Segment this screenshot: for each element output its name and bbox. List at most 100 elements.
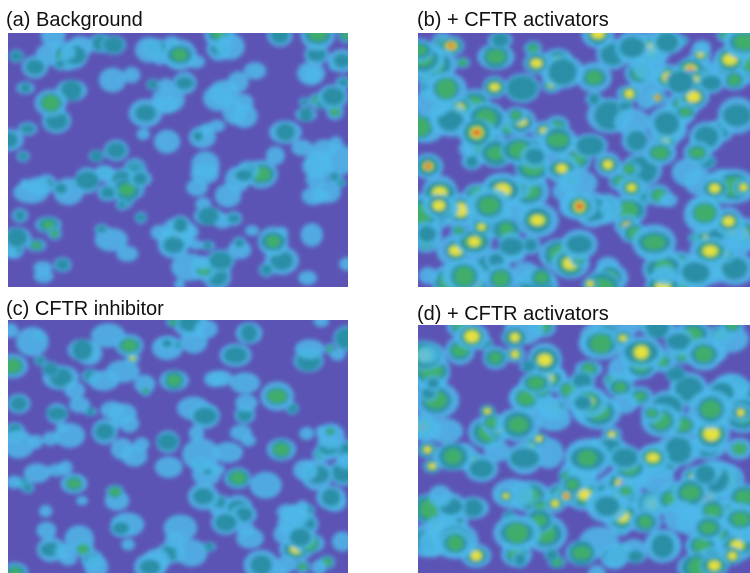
signal-spot [66, 478, 82, 489]
signal-spot [546, 549, 558, 561]
signal-spot [47, 406, 68, 421]
signal-spot [77, 543, 89, 555]
fluorescence-layer [418, 325, 750, 573]
signal-spot [619, 37, 645, 58]
signal-spot [477, 224, 486, 230]
signal-spot [188, 425, 205, 442]
signal-spot [275, 123, 296, 142]
signal-spot [731, 512, 750, 527]
signal-spot [267, 389, 288, 404]
signal-spot [50, 230, 59, 238]
signal-spot [734, 489, 750, 504]
signal-spot [8, 132, 19, 148]
signal-spot [10, 396, 28, 412]
signal-spot [326, 428, 334, 435]
signal-spot [651, 146, 670, 160]
signal-spot [425, 163, 432, 169]
signal-spot [299, 426, 315, 441]
signal-spot [492, 270, 510, 287]
signal-spot [121, 538, 135, 551]
signal-spot [489, 351, 502, 364]
signal-spot [483, 440, 511, 462]
signal-spot [527, 376, 545, 390]
signal-spot [537, 354, 552, 366]
signal-spot [556, 164, 567, 173]
signal-spot [240, 434, 256, 447]
signal-spot [182, 438, 220, 471]
fluorescence-layer [8, 320, 348, 573]
microscopy-image [8, 320, 348, 573]
fluorescence-layer [418, 33, 750, 287]
signal-spot [723, 216, 734, 226]
signal-spot [72, 339, 93, 361]
signal-spot [112, 521, 130, 535]
signal-spot [175, 539, 208, 567]
signal-spot [586, 70, 603, 85]
signal-spot [204, 542, 215, 551]
signal-spot [213, 441, 244, 463]
signal-spot [147, 79, 158, 90]
signal-spot [599, 199, 621, 218]
signal-spot [726, 325, 738, 330]
signal-spot [236, 527, 264, 549]
signal-spot [671, 158, 703, 187]
signal-spot [200, 123, 214, 135]
signal-spot [136, 128, 150, 141]
signal-spot [468, 236, 481, 247]
signal-spot [642, 235, 666, 250]
panel-label: (c) CFTR inhibitor [6, 298, 164, 320]
signal-spot [437, 110, 464, 132]
signal-spot [31, 242, 42, 249]
signal-spot [106, 360, 140, 383]
signal-spot [223, 346, 248, 364]
signal-spot [172, 48, 188, 62]
signal-spot [489, 83, 500, 91]
signal-spot [327, 346, 333, 352]
signal-spot [9, 567, 21, 573]
signal-spot [694, 346, 714, 363]
signal-spot [335, 453, 348, 469]
signal-spot [646, 453, 660, 462]
signal-spot [572, 372, 593, 389]
signal-spot [289, 528, 312, 547]
signal-spot [174, 278, 185, 287]
signal-spot [18, 151, 28, 161]
signal-spot [250, 555, 272, 573]
signal-spot [139, 559, 161, 573]
signal-spot [59, 552, 78, 566]
signal-spot [656, 33, 679, 53]
signal-spot [638, 515, 653, 529]
signal-spot [535, 436, 543, 442]
signal-spot [623, 164, 636, 175]
signal-spot [36, 521, 57, 540]
signal-spot [667, 70, 694, 94]
signal-spot [161, 339, 173, 348]
signal-spot [96, 225, 107, 233]
signal-spot [418, 225, 437, 243]
signal-spot [418, 266, 438, 285]
signal-spot [157, 433, 179, 451]
signal-spot [694, 464, 716, 484]
signal-spot [608, 431, 616, 438]
signal-spot [230, 471, 246, 485]
signal-spot [428, 485, 452, 507]
signal-spot [444, 448, 463, 465]
signal-spot [9, 51, 23, 62]
signal-spot [20, 124, 35, 134]
signal-spot [166, 374, 182, 387]
signal-spot [627, 184, 636, 191]
signal-spot [281, 504, 309, 528]
signal-spot [209, 370, 234, 387]
microscopy-image [418, 325, 750, 573]
signal-spot [663, 500, 698, 533]
signal-spot [577, 450, 597, 467]
signal-spot [694, 203, 716, 222]
signal-spot [700, 75, 722, 91]
signal-spot [116, 245, 139, 262]
signal-spot [106, 142, 127, 159]
signal-spot [499, 237, 524, 256]
signal-spot [55, 258, 70, 271]
signal-spot [192, 488, 214, 505]
signal-spot [300, 223, 323, 247]
signal-spot [534, 502, 546, 510]
